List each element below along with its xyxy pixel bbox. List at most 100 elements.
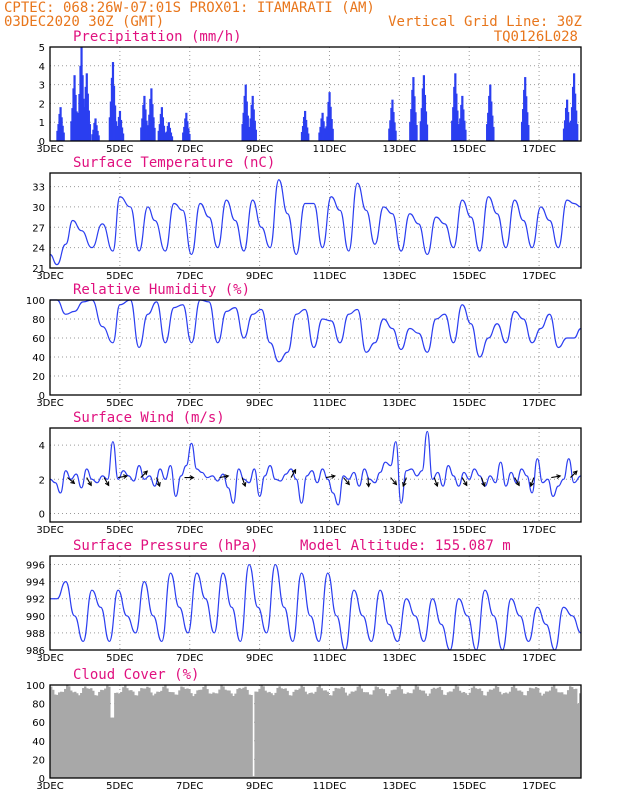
panel-pressure: Surface Pressure (hPa) Model Altitude: 15… xyxy=(26,538,582,664)
cloud-bar xyxy=(500,694,504,778)
cloud-bar xyxy=(128,690,131,778)
x-tick-label: 5DEC xyxy=(106,525,133,536)
cloud-bar xyxy=(110,717,113,778)
cloud-bar xyxy=(562,694,566,778)
cloud-bar xyxy=(194,693,197,778)
precip-bar xyxy=(394,130,397,141)
cloud-bar xyxy=(70,690,73,778)
cloud-bar xyxy=(160,690,163,778)
x-tick-label: 7DEC xyxy=(176,398,203,409)
panel-title: Surface Pressure (hPa) xyxy=(73,538,258,554)
panel-title: Surface Wind (m/s) xyxy=(73,410,225,426)
x-tick-label: 11DEC xyxy=(313,653,347,664)
cloud-bar xyxy=(158,691,161,778)
x-tick-label: 9DEC xyxy=(246,271,273,282)
panel-frame xyxy=(49,299,582,396)
x-tick-label: 3DEC xyxy=(36,525,63,536)
cloud-bar xyxy=(350,691,353,778)
cloud-bar xyxy=(398,685,402,778)
y-tick-label: 20 xyxy=(32,755,45,766)
y-tick-label: 2 xyxy=(39,475,45,486)
cloud-bar xyxy=(524,695,528,778)
cloud-bar xyxy=(78,695,81,778)
cloud-bar xyxy=(556,692,560,778)
cloud-bar xyxy=(422,690,426,778)
cloud-bar xyxy=(106,685,109,778)
precip-bar xyxy=(576,124,579,141)
x-tick-label: 11DEC xyxy=(313,398,347,409)
y-tick-label: 0 xyxy=(39,509,45,520)
cloud-bar xyxy=(206,689,209,778)
precip-bar xyxy=(188,133,191,141)
wind-arrow xyxy=(156,477,161,488)
cloud-bar xyxy=(140,688,143,778)
cloud-bar xyxy=(464,693,468,778)
cloud-bar xyxy=(80,692,83,778)
cloud-bar xyxy=(262,686,265,778)
cloud-bar xyxy=(212,692,215,778)
cloud-bar xyxy=(112,717,115,778)
x-tick-label: 7DEC xyxy=(176,144,203,155)
cloud-bar xyxy=(460,692,464,778)
cloud-bar xyxy=(508,691,512,778)
cloud-bar xyxy=(188,689,191,778)
cloud-bar xyxy=(358,685,361,778)
x-tick-label: 13DEC xyxy=(382,781,416,792)
precip-bar xyxy=(527,125,530,141)
cloud-bar xyxy=(72,692,75,778)
cloud-bar xyxy=(554,688,558,778)
cloud-bar xyxy=(320,688,323,778)
x-tick-label: 5DEC xyxy=(106,653,133,664)
x-tick-label: 3DEC xyxy=(36,271,63,282)
cloud-bar xyxy=(396,687,400,778)
cloud-bar xyxy=(478,688,482,778)
cloud-bar xyxy=(424,693,428,778)
cloud-bar xyxy=(292,691,295,778)
precip-bar xyxy=(115,121,118,141)
cloud-bar xyxy=(326,691,329,778)
cloud-bar xyxy=(58,692,61,778)
header-station-line: CPTEC: 068:26W-07:01S PROX01: ITAMARATI … xyxy=(4,0,375,16)
cloud-bar xyxy=(184,688,187,778)
y-tick-label: 30 xyxy=(32,203,45,214)
cloud-bar xyxy=(546,691,550,778)
x-tick-label: 13DEC xyxy=(382,398,416,409)
cloud-bar xyxy=(288,695,291,778)
cloud-bar xyxy=(176,694,179,778)
cloud-bar xyxy=(574,688,578,778)
x-tick-label: 9DEC xyxy=(246,398,273,409)
cloud-bar xyxy=(56,694,59,778)
cloud-bar xyxy=(440,690,444,778)
cloud-bar xyxy=(142,688,145,778)
cloud-bar xyxy=(218,689,221,778)
cloud-bar xyxy=(492,688,496,778)
cloud-bar xyxy=(162,686,165,778)
cloud-bar xyxy=(456,686,460,778)
precip-bar xyxy=(307,133,310,141)
wind-arrow xyxy=(390,477,398,486)
y-tick-label: 20 xyxy=(32,372,45,383)
y-tick-label: 0 xyxy=(39,774,45,785)
y-tick-label: 0 xyxy=(39,391,45,402)
cloud-bar xyxy=(96,695,99,778)
x-tick-label: 9DEC xyxy=(246,144,273,155)
cloud-bar xyxy=(552,685,556,778)
panel-cloud: Cloud Cover (%) 0 20 40 60 80 100 3DEC 5DEC 7DEC 9… xyxy=(26,667,582,792)
precip-bar xyxy=(331,128,334,141)
cloud-bar xyxy=(380,688,384,778)
x-tick-label: 17DEC xyxy=(522,525,556,536)
cloud-bar xyxy=(144,688,147,778)
precip-bar xyxy=(254,129,257,141)
cloud-bar xyxy=(92,690,95,778)
panel-frame xyxy=(49,46,582,142)
x-tick-label: 7DEC xyxy=(176,781,203,792)
cloud-bar xyxy=(272,695,275,778)
cloud-bar xyxy=(156,691,159,778)
cloud-bar xyxy=(376,687,380,778)
cloud-bar xyxy=(124,685,127,778)
cloud-bar xyxy=(196,690,199,778)
cloud-bar xyxy=(520,691,524,778)
cloud-bar xyxy=(204,685,207,778)
x-tick-label: 17DEC xyxy=(522,271,556,282)
x-tick-label: 5DEC xyxy=(106,398,133,409)
